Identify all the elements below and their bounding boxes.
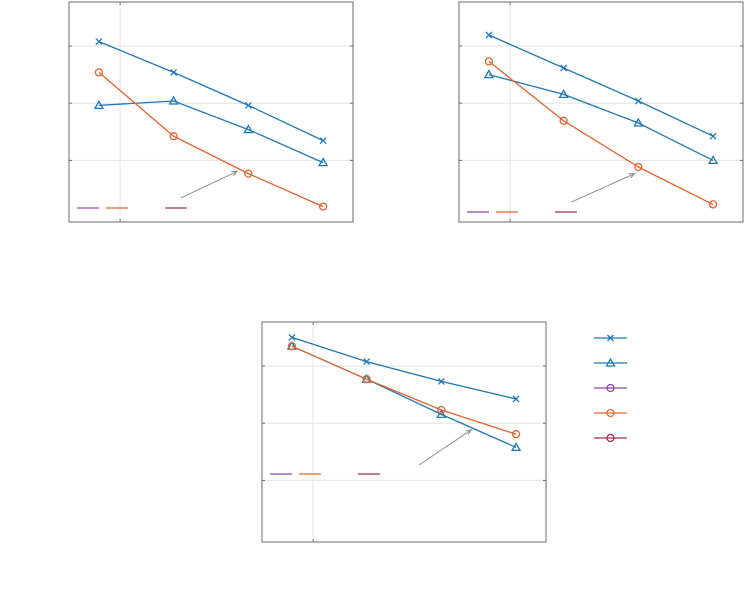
series-1-point-3-b [244, 101, 252, 109]
annotation-arrow-head [465, 429, 473, 436]
annotation-arrow-head [231, 170, 239, 177]
series-3-point-2 [362, 375, 371, 384]
series-1-point-2 [363, 358, 371, 366]
legend-entry-1 [594, 334, 627, 342]
series-1-point-2-b [363, 358, 371, 366]
axes-frame [68, 1, 354, 223]
series-1-point-3 [634, 97, 642, 105]
series-3-point-1 [287, 342, 297, 351]
legend-marker [606, 383, 615, 393]
series-1-point-4-b [512, 395, 520, 403]
series-3-point-3 [437, 405, 446, 415]
series-1-point-1 [288, 333, 296, 341]
series-3-line [98, 71, 324, 208]
axes-frame [458, 1, 744, 223]
legend-entry-2 [594, 357, 627, 367]
legend-entry-3 [594, 383, 627, 393]
legend-marker [605, 357, 616, 367]
series-1-point-4-b [709, 132, 717, 140]
series-1-point-1 [485, 31, 493, 39]
series-2-point-3 [243, 124, 254, 134]
legend-marker [606, 433, 615, 443]
series-1-point-3 [244, 101, 252, 109]
series-3-point-2 [559, 116, 568, 125]
legend-marker-b [607, 334, 614, 342]
series-1-point-4 [512, 395, 520, 403]
series-2-line [98, 100, 324, 164]
series-1-point-1-b [95, 38, 103, 46]
annotation-arrow-head [628, 173, 636, 179]
series-1-line [488, 34, 714, 137]
annotation-arrow-shaft [570, 173, 635, 203]
series-3-point-4 [708, 200, 718, 209]
legend [594, 334, 627, 443]
series-1-point-4 [709, 132, 717, 140]
series-1-point-1 [95, 38, 103, 46]
legend-marker [606, 408, 615, 418]
series-1-point-1-b [485, 31, 493, 39]
series-1-point-4-b [319, 137, 327, 145]
subplot-3 [261, 321, 547, 543]
series-1-point-1-b [288, 333, 296, 341]
series-1-point-2-b [560, 64, 568, 72]
series-3-point-4 [318, 202, 328, 211]
series-3-point-1 [94, 68, 104, 77]
subplot-2 [458, 1, 744, 223]
series-1-point-3 [437, 377, 445, 385]
series-1-point-2-b [170, 68, 178, 76]
series-2-point-2 [558, 89, 569, 99]
series-3-point-2 [169, 132, 178, 141]
series-1-point-2 [170, 68, 178, 76]
legend-entry-4 [594, 408, 627, 418]
series-2-point-4 [707, 155, 719, 165]
series-2-point-4 [317, 157, 329, 167]
series-2-point-2 [168, 95, 179, 105]
legend-entry-5 [594, 433, 627, 443]
series-2-line [488, 73, 714, 161]
series-3-line [488, 60, 714, 205]
series-2-point-1 [93, 100, 105, 110]
legend-marker [607, 334, 614, 342]
series-3-line [291, 345, 517, 435]
series-1-point-3-b [437, 377, 445, 385]
series-1-point-3-b [634, 97, 642, 105]
series-3-point-4 [511, 430, 521, 439]
series-2-point-3 [436, 409, 447, 419]
series-2-point-3 [633, 117, 644, 127]
subplot-1 [68, 1, 354, 223]
series-3-point-3 [634, 162, 643, 172]
series-2-point-4 [510, 442, 522, 452]
series-1-line [98, 40, 324, 142]
annotation-arrow-shaft [418, 429, 472, 466]
series-3-point-3 [244, 169, 253, 178]
series-2-point-1 [483, 69, 495, 79]
series-1-line [291, 336, 517, 400]
series-1-point-4 [319, 137, 327, 145]
series-1-point-2 [560, 64, 568, 72]
series-3-point-1 [484, 57, 494, 66]
annotation-arrow-shaft [180, 170, 238, 199]
axes-frame [261, 321, 547, 543]
